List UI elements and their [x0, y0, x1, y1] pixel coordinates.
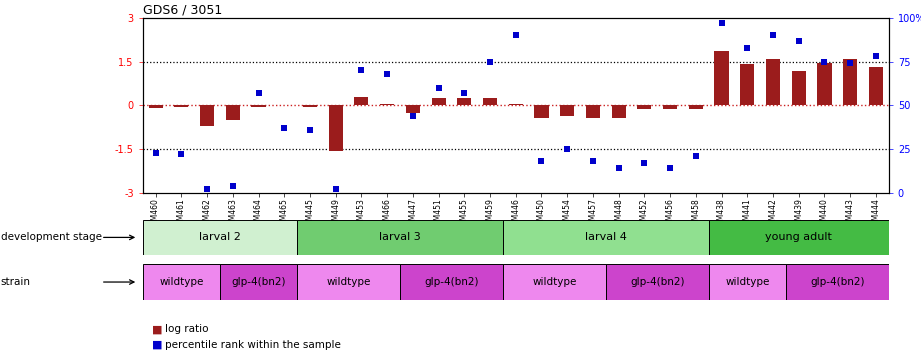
Bar	[792, 71, 806, 105]
FancyBboxPatch shape	[503, 264, 606, 300]
Bar	[817, 63, 832, 105]
Text: wildtype: wildtype	[532, 277, 577, 287]
Bar	[766, 59, 780, 105]
Bar	[303, 105, 317, 107]
Text: ■: ■	[152, 340, 162, 350]
Text: larval 3: larval 3	[379, 232, 421, 242]
Bar	[380, 104, 394, 105]
Text: glp-4(bn2): glp-4(bn2)	[630, 277, 684, 287]
FancyBboxPatch shape	[503, 220, 708, 255]
Bar	[406, 105, 420, 114]
Text: percentile rank within the sample: percentile rank within the sample	[165, 340, 341, 350]
FancyBboxPatch shape	[220, 264, 297, 300]
FancyBboxPatch shape	[143, 264, 220, 300]
Text: wildtype: wildtype	[326, 277, 371, 287]
FancyBboxPatch shape	[297, 264, 400, 300]
Bar	[200, 105, 215, 126]
Bar	[226, 105, 239, 120]
Bar	[457, 98, 472, 105]
Bar	[663, 105, 677, 109]
Text: ■: ■	[152, 324, 162, 334]
Bar	[740, 64, 754, 105]
Bar	[355, 97, 368, 105]
Text: glp-4(bn2): glp-4(bn2)	[810, 277, 865, 287]
FancyBboxPatch shape	[708, 220, 889, 255]
Bar	[612, 105, 625, 119]
Bar	[843, 59, 857, 105]
FancyBboxPatch shape	[606, 264, 708, 300]
Text: young adult: young adult	[765, 232, 833, 242]
Text: larval 4: larval 4	[585, 232, 626, 242]
FancyBboxPatch shape	[143, 220, 297, 255]
Bar	[586, 105, 600, 119]
Bar	[483, 98, 497, 105]
Bar	[432, 98, 446, 105]
Text: GDS6 / 3051: GDS6 / 3051	[143, 4, 222, 17]
Bar	[251, 105, 265, 107]
Text: development stage: development stage	[1, 232, 102, 242]
Text: wildtype: wildtype	[159, 277, 204, 287]
Bar	[637, 105, 651, 109]
Text: wildtype: wildtype	[725, 277, 769, 287]
Bar	[869, 67, 883, 105]
Text: glp-4(bn2): glp-4(bn2)	[231, 277, 286, 287]
FancyBboxPatch shape	[786, 264, 889, 300]
FancyBboxPatch shape	[708, 264, 786, 300]
Bar	[715, 51, 729, 105]
Text: log ratio: log ratio	[165, 324, 208, 334]
Bar	[689, 105, 703, 109]
Bar	[560, 105, 575, 116]
Text: strain: strain	[1, 277, 31, 287]
Text: glp-4(bn2): glp-4(bn2)	[425, 277, 479, 287]
Bar	[329, 105, 343, 151]
Bar	[174, 105, 189, 107]
Bar	[148, 105, 163, 108]
FancyBboxPatch shape	[297, 220, 503, 255]
Bar	[508, 104, 523, 105]
Bar	[534, 105, 549, 119]
Text: larval 2: larval 2	[199, 232, 241, 242]
FancyBboxPatch shape	[400, 264, 503, 300]
